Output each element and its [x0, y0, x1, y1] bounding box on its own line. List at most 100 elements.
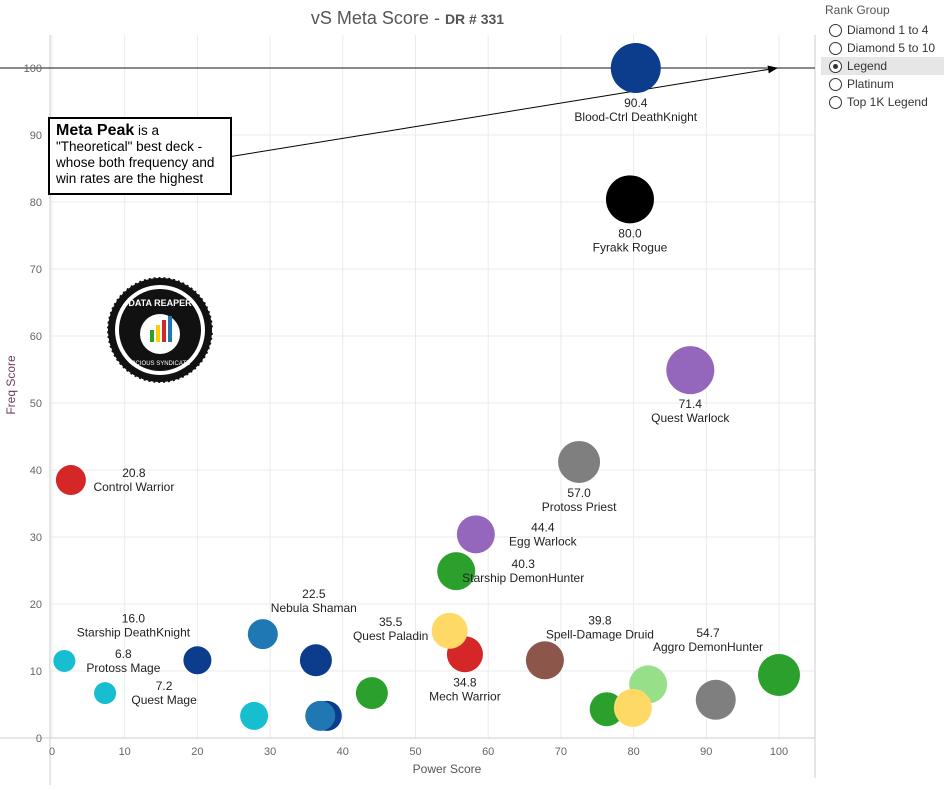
data-label-name: Protoss Priest — [542, 500, 617, 514]
bubble-fyrakk-rogue[interactable] — [605, 175, 654, 224]
rank-option-diamond-5-to-10[interactable]: Diamond 5 to 10 — [821, 39, 944, 57]
y-tick-label: 40 — [30, 465, 42, 477]
option-label: Diamond 1 to 4 — [847, 23, 929, 37]
bubble-aggro-demonhunter[interactable] — [758, 654, 800, 697]
data-label-value: 90.4 — [624, 96, 648, 110]
data-label-name: Quest Warlock — [651, 411, 730, 425]
data-reaper-report-logo: DATA REAPER VICIOUS SYNDICATE — [106, 276, 214, 384]
y-tick-label: 70 — [30, 264, 42, 276]
x-tick-label: 60 — [482, 746, 494, 758]
annotation-arrow — [227, 65, 778, 158]
data-label-name: Fyrakk Rogue — [593, 240, 668, 254]
y-tick-label: 80 — [30, 197, 42, 209]
y-tick-label: 50 — [30, 398, 42, 410]
bubble-unlabeled[interactable] — [695, 679, 736, 720]
x-tick-label: 100 — [770, 746, 788, 758]
radio-icon[interactable] — [829, 59, 842, 73]
bubble-egg-warlock[interactable] — [456, 515, 495, 554]
data-label-name: Quest Paladin — [353, 629, 428, 643]
data-label-name: Spell-Damage Druid — [546, 627, 654, 641]
svg-text:DATA REAPER: DATA REAPER — [128, 298, 192, 308]
data-label-value: 20.8 — [122, 466, 146, 480]
rank-option-platinum[interactable]: Platinum — [821, 75, 944, 93]
data-label-value: 54.7 — [696, 626, 720, 640]
y-tick-label: 30 — [30, 532, 42, 544]
title-text: vS Meta Score — [310, 8, 429, 28]
annotation-bold: Meta Peak — [56, 122, 135, 139]
data-label-value: 22.5 — [302, 587, 326, 601]
x-tick-label: 30 — [264, 746, 276, 758]
x-tick-label: 90 — [700, 746, 712, 758]
data-label-name: Quest Mage — [131, 693, 197, 707]
bubble-unlabeled[interactable] — [589, 692, 624, 727]
rank-option-legend[interactable]: Legend — [821, 57, 944, 75]
option-label: Diamond 5 to 10 — [847, 41, 936, 55]
bubble-unlabeled[interactable] — [305, 700, 336, 731]
radio-icon[interactable] — [829, 23, 842, 37]
annotation-text: is a "Theoretical" best deck - whose bot… — [56, 123, 215, 186]
y-tick-label: 100 — [24, 63, 42, 75]
x-tick-label: 0 — [49, 746, 55, 758]
data-label-value: 16.0 — [122, 611, 146, 625]
option-label: Legend — [847, 59, 888, 73]
subtitle-text: DR # 331 — [444, 11, 505, 27]
data-label-value: 80.0 — [618, 226, 642, 240]
rank-option-top-1k-legend[interactable]: Top 1K Legend — [821, 93, 944, 111]
y-tick-label: 0 — [36, 733, 42, 745]
bubble-nebula-shaman[interactable] — [247, 619, 278, 650]
chart-title: vS Meta Score - DR # 331 — [310, 8, 505, 28]
y-tick-label: 20 — [30, 599, 42, 611]
bubble-unlabeled[interactable] — [299, 644, 332, 677]
bubble-starship-deathknight[interactable] — [183, 646, 212, 675]
bubble-unlabeled[interactable] — [355, 677, 388, 710]
data-label-value: 44.4 — [531, 520, 555, 534]
bubble-quest-mage[interactable] — [94, 682, 117, 705]
bubble-quest-warlock[interactable] — [666, 346, 715, 395]
x-tick-label: 10 — [119, 746, 131, 758]
data-label-value: 57.0 — [567, 486, 591, 500]
bubble-protoss-priest[interactable] — [558, 440, 601, 483]
bubble-quest-paladin[interactable] — [431, 612, 468, 649]
data-label-value: 40.3 — [512, 557, 536, 571]
y-tick-label: 10 — [30, 666, 42, 678]
data-label-name: Protoss Mage — [86, 661, 160, 675]
bubble-starship-demonhunter[interactable] — [437, 552, 476, 591]
bubble-blood-ctrl-deathknight[interactable] — [610, 43, 661, 93]
rank-group-filter: Rank Group Diamond 1 to 4 Diamond 5 to 10… — [821, 3, 944, 111]
x-tick-label: 80 — [627, 746, 639, 758]
x-tick-label: 20 — [191, 746, 203, 758]
data-label-name: Starship DemonHunter — [462, 571, 584, 585]
bubble-spell-damage-druid[interactable] — [525, 641, 564, 680]
y-tick-label: 90 — [30, 130, 42, 142]
radio-icon[interactable] — [829, 77, 842, 91]
data-label-name: Mech Warrior — [429, 689, 501, 703]
x-tick-label: 50 — [409, 746, 421, 758]
data-label-value: 6.8 — [115, 647, 132, 661]
data-label-name: Blood-Ctrl DeathKnight — [574, 110, 697, 124]
data-label-name: Egg Warlock — [509, 534, 578, 548]
bubble-control-warrior[interactable] — [55, 465, 86, 496]
data-label-name: Control Warrior — [93, 480, 174, 494]
x-tick-label: 40 — [337, 746, 349, 758]
svg-text:VICIOUS SYNDICATE: VICIOUS SYNDICATE — [130, 361, 190, 367]
radio-icon[interactable] — [829, 95, 842, 109]
bubble-unlabeled[interactable] — [613, 688, 652, 727]
y-axis-title: Freq Score — [4, 355, 18, 415]
data-label-name: Starship DeathKnight — [77, 625, 191, 639]
data-label-name: Aggro DemonHunter — [653, 640, 763, 654]
data-label-value: 7.2 — [156, 679, 173, 693]
rank-option-diamond-1-to-4[interactable]: Diamond 1 to 4 — [821, 21, 944, 39]
option-label: Top 1K Legend — [847, 95, 928, 109]
filter-title: Rank Group — [825, 3, 890, 17]
y-tick-label: 60 — [30, 331, 42, 343]
data-label-name: Nebula Shaman — [271, 601, 357, 615]
option-label: Platinum — [847, 77, 894, 91]
bubble-protoss-mage[interactable] — [53, 649, 76, 672]
radio-icon[interactable] — [829, 41, 842, 55]
bubble-unlabeled[interactable] — [240, 701, 269, 730]
x-axis-title: Power Score — [413, 762, 482, 776]
data-label-value: 34.8 — [453, 675, 477, 689]
data-label-value: 35.5 — [379, 615, 403, 629]
data-label-value: 39.8 — [588, 613, 612, 627]
